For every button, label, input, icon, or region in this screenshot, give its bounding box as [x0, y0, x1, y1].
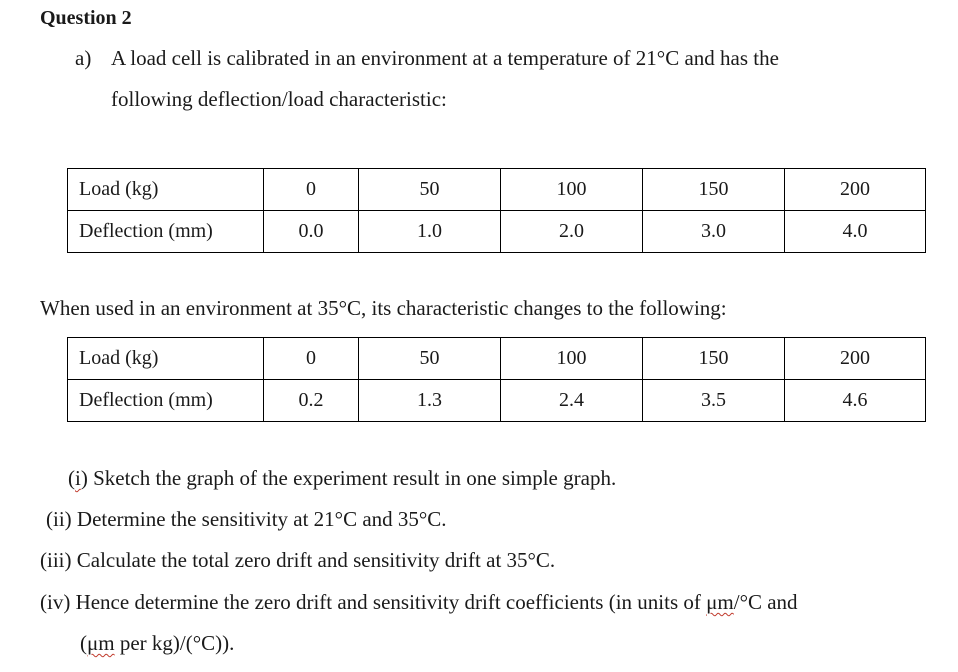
- question-i-text: ) Sketch the graph of the experiment res…: [80, 466, 617, 490]
- table-cell: 0: [263, 168, 359, 211]
- table-cell: 3.5: [642, 379, 785, 422]
- table-row: Deflection (mm) 0.2 1.3 2.4 3.5 4.6: [67, 379, 926, 422]
- row-label: Load (kg): [67, 168, 264, 211]
- question-title: Question 2: [40, 7, 132, 29]
- question-iv-text-end: /°C and: [733, 590, 798, 614]
- table-cell: 1.0: [358, 210, 501, 253]
- table-cell: 200: [784, 168, 926, 211]
- table-cell: 0.0: [263, 210, 359, 253]
- question-i-number: i: [75, 466, 81, 490]
- part-a-line-2: following deflection/load characteristic…: [111, 87, 447, 111]
- table-cell: 4.0: [784, 210, 926, 253]
- table-cell: 200: [784, 337, 926, 380]
- table-cell: 50: [358, 337, 501, 380]
- table-cell: 150: [642, 337, 785, 380]
- characteristic-table-35c: Load (kg) 0 50 100 150 200 Deflection (m…: [67, 337, 926, 422]
- row-label: Deflection (mm): [67, 379, 264, 422]
- question-iv-line-2-unit: μm: [87, 631, 115, 655]
- table-cell: 0: [263, 337, 359, 380]
- row-label: Load (kg): [67, 337, 264, 380]
- table-cell: 50: [358, 168, 501, 211]
- question-iv-line-2-text: per kg)/(°C)).: [114, 631, 235, 655]
- table-cell: 100: [500, 168, 643, 211]
- table-cell: 100: [500, 337, 643, 380]
- table-cell: 0.2: [263, 379, 359, 422]
- part-a-line-1: A load cell is calibrated in an environm…: [111, 46, 779, 70]
- question-iv-text: (iv) Hence determine the zero drift and …: [40, 590, 707, 614]
- part-a-marker: a): [75, 46, 92, 70]
- table-cell: 3.0: [642, 210, 785, 253]
- table-cell: 4.6: [784, 379, 926, 422]
- table-row: Load (kg) 0 50 100 150 200: [67, 337, 926, 380]
- table-row: Load (kg) 0 50 100 150 200: [67, 168, 926, 211]
- calibration-table-21c: Load (kg) 0 50 100 150 200 Deflection (m…: [67, 168, 926, 253]
- table-cell: 150: [642, 168, 785, 211]
- question-ii: (ii) Determine the sensitivity at 21°C a…: [46, 507, 447, 531]
- table-cell: 2.4: [500, 379, 643, 422]
- question-iv: (iv) Hence determine the zero drift and …: [40, 590, 798, 615]
- question-iv-line-2-open: (: [80, 631, 87, 655]
- question-iv-line-2: (μm per kg)/(°C)).: [80, 631, 234, 656]
- between-text: When used in an environment at 35°C, its…: [40, 296, 727, 320]
- table-cell: 1.3: [358, 379, 501, 422]
- question-iv-unit: μm: [706, 590, 734, 614]
- question-i-open: (: [68, 466, 75, 490]
- table-row: Deflection (mm) 0.0 1.0 2.0 3.0 4.0: [67, 210, 926, 253]
- table-cell: 2.0: [500, 210, 643, 253]
- question-iii: (iii) Calculate the total zero drift and…: [40, 548, 556, 572]
- question-i: (i) Sketch the graph of the experiment r…: [68, 466, 616, 491]
- row-label: Deflection (mm): [67, 210, 264, 253]
